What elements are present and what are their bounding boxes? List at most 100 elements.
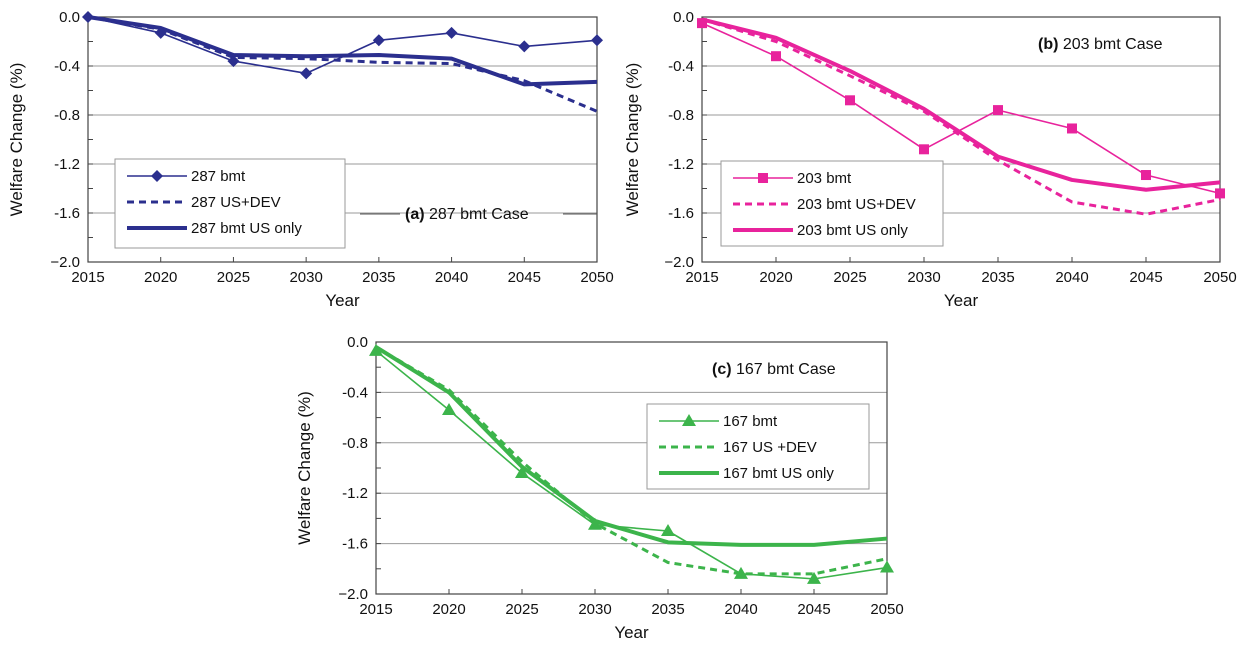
series-line-0 [375,350,888,580]
x-tick-label: 2020 [759,269,792,286]
data-point [919,144,929,155]
x-tick-label: 2015 [71,269,104,286]
data-point [807,571,821,584]
data-point [82,11,94,23]
data-point [1067,123,1077,134]
plot-area-border [375,341,888,595]
y-tick-label: -0.8 [668,107,694,124]
legend-marker [758,173,768,183]
case-label: (a) 287 bmt Case [405,206,529,223]
case-title: 167 bmt Case [736,361,836,378]
x-tick-label: 2030 [578,601,611,618]
series-line-0 [701,22,1221,195]
x-tick-label: 2045 [797,601,830,618]
y-axis-title: Welfare Change (%) [7,63,26,217]
case-label: (c) 167 bmt Case [712,361,836,378]
y-tick-label: -1.2 [342,485,368,502]
data-point [734,566,748,579]
y-tick-label: -1.6 [668,205,694,222]
x-tick-label: 2035 [981,269,1014,286]
x-tick-label: 2040 [724,601,757,618]
y-tick-label: -0.8 [342,435,368,452]
y-tick-label: -1.2 [668,156,694,173]
y-tick-label: 0.0 [673,9,694,26]
data-point [300,67,313,80]
x-tick-label: 2040 [1055,269,1088,286]
series-line-2 [701,17,1221,192]
x-tick-label: 2040 [435,269,468,286]
y-tick-label: -1.6 [54,205,80,222]
x-tick-label: 2050 [870,601,903,618]
y-tick-label: -0.4 [54,58,80,75]
data-point [771,51,781,62]
data-point [445,26,458,39]
x-tick-label: 2050 [580,269,613,286]
data-point [588,517,602,530]
y-tick-label: 0.0 [347,334,368,351]
y-tick-label: -0.4 [342,384,368,401]
data-point [227,55,240,68]
x-tick-label: 2045 [508,269,541,286]
y-axis-title: Welfare Change (%) [295,391,314,545]
data-point [442,403,456,416]
x-tick-label: 2015 [685,269,718,286]
x-tick-label: 2020 [432,601,465,618]
y-tick-label: -1.6 [342,536,368,553]
case-title: 203 bmt Case [1063,36,1163,53]
data-point [880,560,894,573]
case-title: 287 bmt Case [429,206,529,223]
data-point [661,524,675,536]
x-tick-label: 2035 [362,269,395,286]
y-tick-label: 0.0 [59,9,80,26]
x-tick-label: 2035 [651,601,684,618]
legend-marker [151,170,163,182]
series-line-2 [87,15,598,87]
panel-letter: (c) [712,361,736,378]
case-label: (b) 203 bmt Case [1038,36,1163,53]
series-line-1 [701,18,1221,216]
x-axis-title: Year [614,623,649,642]
data-point [518,40,531,53]
y-tick-label: −2.0 [664,254,694,271]
y-tick-label: -0.4 [668,58,694,75]
data-point [1141,170,1151,181]
x-tick-label: 2020 [144,269,177,286]
legend-label: 167 bmt US only [723,465,834,482]
x-tick-label: 2025 [505,601,538,618]
legend-label: 203 bmt [797,170,852,187]
x-axis-title: Year [944,291,979,310]
x-axis-title: Year [325,291,360,310]
y-axis-title: Welfare Change (%) [623,63,642,217]
y-tick-label: -1.2 [54,156,80,173]
x-tick-label: 2030 [289,269,322,286]
panel-letter: (b) [1038,36,1063,53]
data-point [515,466,529,479]
y-tick-label: −2.0 [338,586,368,603]
panel-letter: (a) [405,206,429,223]
x-tick-label: 2015 [359,601,392,618]
x-tick-label: 2025 [833,269,866,286]
x-tick-label: 2050 [1203,269,1236,286]
data-point [993,105,1003,116]
legend-label: 167 US +DEV [723,439,817,456]
data-point [591,34,603,47]
series-line-2 [374,345,888,547]
data-point [845,95,855,106]
y-tick-label: −2.0 [50,254,80,271]
legend-label: 287 US+DEV [191,194,281,211]
data-point [372,34,385,47]
legend-label: 287 bmt [191,168,246,185]
data-point [154,26,167,39]
series-line-0 [87,16,598,75]
data-point [369,343,383,356]
x-tick-label: 2045 [1129,269,1162,286]
y-tick-label: -0.8 [54,107,80,124]
legend-marker [682,414,696,426]
series-line-1 [375,345,888,576]
legend-label: 167 bmt [723,413,778,430]
data-point [697,18,707,29]
legend-label: 203 bmt US only [797,222,908,239]
